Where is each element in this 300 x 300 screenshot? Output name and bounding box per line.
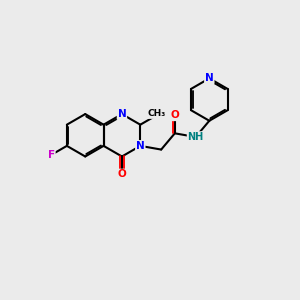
Text: CH₃: CH₃ [148,109,166,118]
Text: NH: NH [188,132,204,142]
Text: N: N [136,141,145,151]
Text: N: N [118,109,126,119]
Text: F: F [48,150,55,160]
Text: O: O [118,169,126,179]
Text: O: O [170,110,179,120]
Text: N: N [205,74,214,83]
